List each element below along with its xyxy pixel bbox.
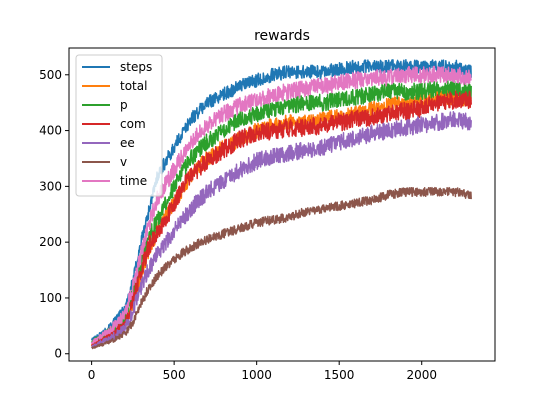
y-tick-label: 0: [54, 347, 62, 361]
x-axis: 0 500 1000 1500 2000: [88, 361, 437, 382]
legend-box: [75, 54, 163, 197]
x-tick-label: 0: [88, 368, 96, 382]
legend-label-p: p: [120, 98, 128, 112]
y-tick-label: 100: [39, 291, 62, 305]
series-line-time: [90, 65, 472, 345]
legend-label-total: total: [120, 79, 147, 93]
y-tick-label: 200: [39, 235, 62, 249]
legend-label-v: v: [120, 155, 127, 169]
y-tick-label: 300: [39, 179, 62, 193]
series-line-v: [91, 186, 472, 350]
x-tick-label: 500: [163, 368, 186, 382]
y-axis: 0 100 200 300 400 500: [39, 68, 69, 361]
y-tick-label: 500: [39, 68, 62, 82]
plot-frame: [68, 47, 496, 362]
x-tick-label: 1000: [241, 368, 272, 382]
x-tick-label: 1500: [324, 368, 355, 382]
legend-label-time: time: [120, 174, 147, 188]
y-tick-label: 400: [39, 124, 62, 138]
series-line-ee: [91, 110, 472, 348]
legend: steps total p com ee v time: [75, 54, 163, 197]
chart-title: rewards: [254, 28, 310, 44]
legend-label-steps: steps: [120, 60, 152, 74]
legend-label-ee: ee: [120, 136, 135, 150]
legend-label-com: com: [120, 117, 146, 131]
series-line-com: [90, 90, 472, 347]
x-tick-label: 2000: [406, 368, 437, 382]
